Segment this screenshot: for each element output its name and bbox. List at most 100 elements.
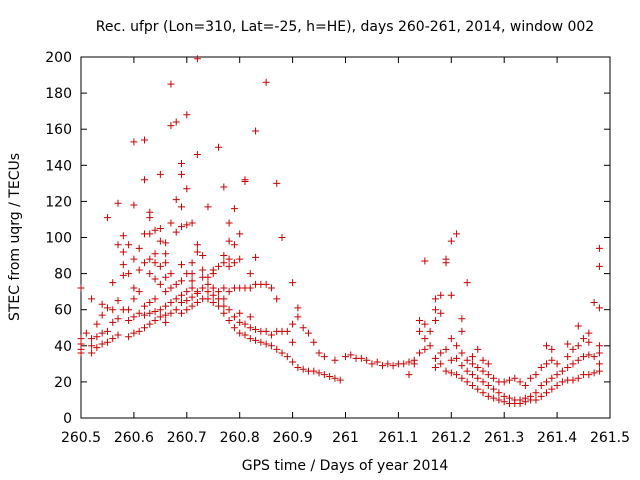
y-tick-label: 200 (45, 50, 72, 66)
data-point (146, 270, 154, 278)
data-point (447, 335, 455, 343)
data-point (156, 224, 164, 232)
chart-title: Rec. ufpr (Lon=310, Lat=-25, h=HE), days… (96, 19, 594, 35)
data-point (225, 288, 233, 296)
data-point (416, 327, 424, 335)
data-point (77, 335, 85, 343)
data-point (479, 356, 487, 364)
data-point (88, 342, 96, 350)
data-point (215, 288, 223, 296)
data-point (246, 335, 254, 343)
data-point (204, 273, 212, 281)
data-point (204, 280, 212, 288)
data-point (294, 313, 302, 321)
data-point (151, 226, 159, 234)
data-point (421, 335, 429, 343)
data-point (151, 308, 159, 316)
data-point (595, 342, 603, 350)
data-point (125, 306, 133, 314)
data-point (236, 309, 244, 317)
data-point (516, 396, 524, 404)
x-axis-label: GPS time / Days of year 2014 (242, 458, 449, 474)
data-point (437, 309, 445, 317)
data-point (114, 241, 122, 249)
data-point (109, 279, 117, 287)
data-point (98, 300, 106, 308)
data-point (543, 360, 551, 368)
data-point (299, 365, 307, 373)
data-point (151, 275, 159, 283)
data-point (479, 378, 487, 386)
data-point (527, 392, 535, 400)
data-point (119, 261, 127, 269)
data-point (548, 345, 556, 353)
data-point (342, 353, 349, 361)
data-point (500, 392, 508, 400)
data-point (130, 313, 138, 321)
data-point (289, 358, 297, 366)
data-point (564, 363, 572, 371)
data-point (558, 378, 566, 386)
data-point (183, 185, 191, 193)
data-point (151, 259, 159, 267)
data-point (474, 363, 482, 371)
data-point (442, 255, 450, 263)
data-point (204, 295, 212, 303)
data-point (135, 244, 143, 252)
data-point (310, 367, 318, 375)
data-point (151, 295, 159, 303)
data-point (156, 280, 164, 288)
data-point (193, 248, 201, 256)
data-point (140, 324, 148, 332)
data-point (156, 237, 164, 245)
y-tick-label: 80 (54, 267, 72, 283)
data-point (220, 259, 228, 267)
data-point (236, 255, 244, 263)
y-tick-label: 40 (54, 339, 72, 355)
data-point (548, 374, 556, 382)
y-axis-label: STEC from uqrg / TECUs (7, 153, 23, 321)
data-point (479, 367, 487, 375)
data-point (495, 396, 503, 404)
data-point (447, 237, 455, 245)
data-point (447, 369, 455, 377)
data-point (151, 317, 159, 325)
data-point (431, 354, 439, 362)
data-point (574, 322, 582, 330)
data-point (431, 317, 439, 325)
data-point (225, 317, 233, 325)
data-point (209, 291, 217, 299)
data-point (130, 284, 138, 292)
data-point (140, 259, 148, 267)
data-point (532, 389, 540, 397)
data-point (543, 342, 551, 350)
data-point (405, 358, 413, 366)
data-point (125, 333, 133, 341)
data-point (447, 356, 455, 364)
data-point (162, 250, 170, 258)
data-point (315, 369, 323, 377)
data-point (183, 111, 191, 119)
data-point (225, 237, 233, 245)
data-point (574, 342, 582, 350)
data-point (267, 342, 275, 350)
data-point (183, 297, 191, 305)
data-point (103, 214, 111, 222)
data-point (146, 309, 154, 317)
data-point (442, 367, 450, 375)
data-point (193, 298, 201, 306)
data-point (135, 288, 143, 296)
data-point (167, 122, 175, 130)
data-point (236, 318, 244, 326)
data-point (167, 80, 175, 88)
data-point (241, 320, 249, 328)
data-point (135, 309, 143, 317)
data-point (93, 333, 101, 341)
data-point (537, 382, 545, 390)
data-point (278, 349, 286, 357)
data-point (140, 136, 148, 144)
data-point (453, 230, 461, 238)
data-point (289, 338, 297, 346)
data-point (474, 374, 482, 382)
data-point (590, 353, 598, 361)
